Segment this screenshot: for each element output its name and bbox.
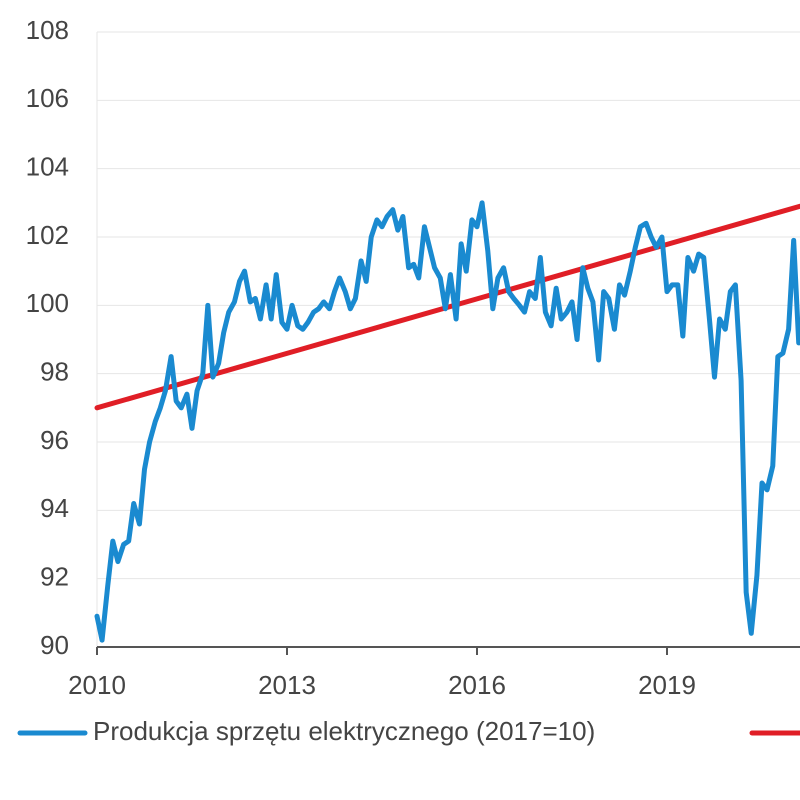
legend-label: Produkcja sprzętu elektrycznego (2017=10… — [93, 716, 595, 746]
y-tick-label: 106 — [26, 83, 69, 113]
x-tick-label: 2010 — [68, 670, 126, 700]
y-tick-label: 100 — [26, 288, 69, 318]
x-tick-label: 2019 — [638, 670, 696, 700]
y-tick-label: 92 — [40, 562, 69, 592]
y-tick-label: 102 — [26, 220, 69, 250]
y-tick-label: 104 — [26, 152, 69, 182]
y-tick-label: 94 — [40, 493, 69, 523]
y-tick-label: 108 — [26, 15, 69, 45]
y-tick-label: 90 — [40, 630, 69, 660]
x-tick-label: 2016 — [448, 670, 506, 700]
y-tick-label: 98 — [40, 357, 69, 387]
x-tick-label: 2013 — [258, 670, 316, 700]
y-tick-label: 96 — [40, 425, 69, 455]
data-line — [94, 200, 800, 643]
